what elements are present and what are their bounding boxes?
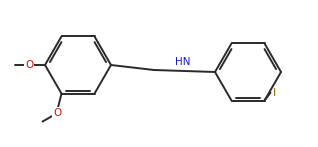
Text: O: O: [53, 108, 62, 118]
Text: I: I: [273, 88, 276, 98]
Text: HN: HN: [175, 57, 190, 67]
Text: O: O: [25, 60, 33, 70]
